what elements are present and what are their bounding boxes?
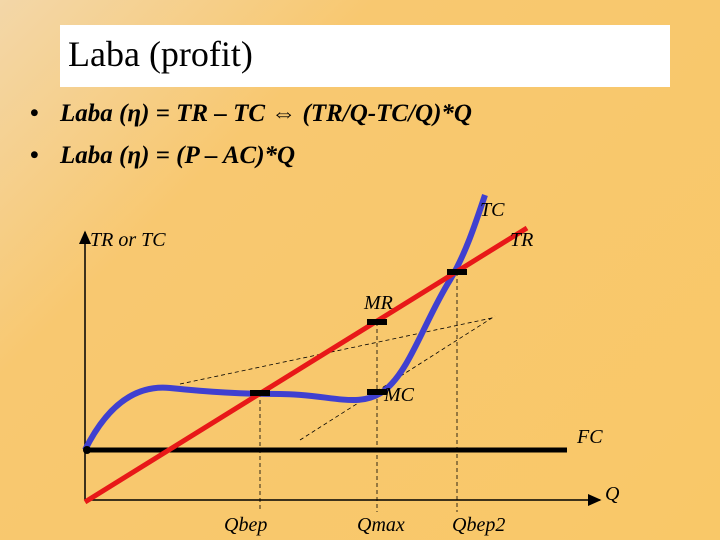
fc-label: FC — [576, 426, 603, 448]
mc-label: MC — [383, 384, 415, 406]
bullet: Laba (η) = TR – TC ⇔ (TR/Q-TC/Q)*Q — [30, 100, 472, 128]
bullet-text: Laba (η) = TR – TC ⇔ (TR/Q-TC/Q)*Q — [60, 100, 472, 127]
tc-label: TC — [480, 199, 505, 221]
quantity-label: Qbep2 — [452, 514, 505, 536]
y-axis-label: TR or TC — [90, 229, 166, 251]
bullet-text: Laba (η) = (P – AC)*Q — [60, 142, 296, 169]
bullet: Laba (η) = (P – AC)*Q — [30, 142, 295, 170]
x-axis-label: Q — [605, 483, 620, 505]
title: Laba (profit) — [68, 34, 253, 74]
mr-label: MR — [363, 292, 393, 314]
quantity-label: Qbep — [224, 514, 267, 536]
tc-curve — [82, 194, 488, 452]
tr-label: TR — [510, 229, 533, 251]
title-box: Laba (profit) — [60, 25, 670, 87]
points — [83, 269, 467, 454]
quantity-label: Qmax — [357, 514, 405, 536]
